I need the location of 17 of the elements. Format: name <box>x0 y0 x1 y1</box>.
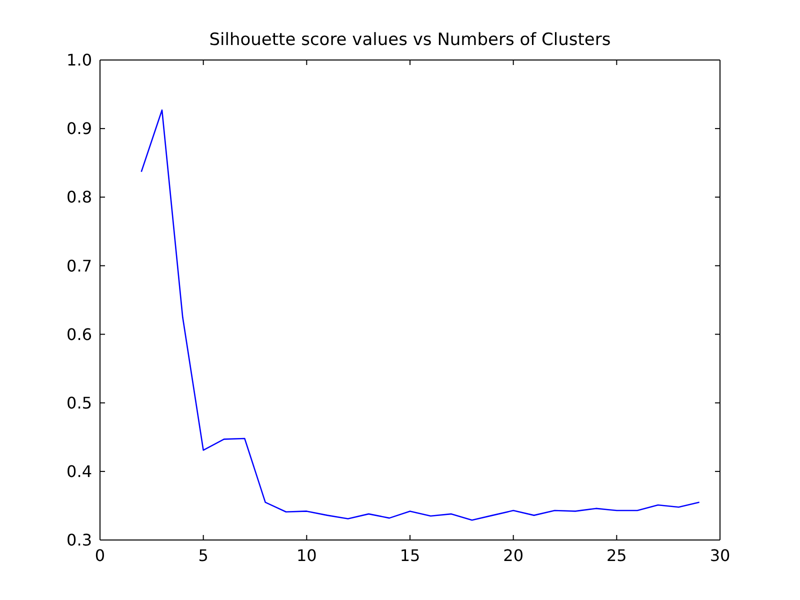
y-tick-label: 0.9 <box>66 119 92 138</box>
x-tick-label: 20 <box>503 546 524 565</box>
y-tick-label: 0.4 <box>66 462 92 482</box>
y-tick-label: 1.0 <box>66 50 92 70</box>
line-series <box>140 109 700 521</box>
chart-title: Silhouette score values vs Numbers of Clusters <box>208 30 612 50</box>
x-tick-label: 5 <box>198 546 208 565</box>
x-tick-label: 0 <box>94 546 106 565</box>
y-tick-label: 0.6 <box>66 324 92 344</box>
x-tick-label: 25 <box>606 546 627 565</box>
y-tick-label: 0.8 <box>66 188 92 207</box>
x-tick-label: 15 <box>400 546 420 565</box>
x-tick-label: 30 <box>710 546 730 565</box>
x-tick-label: 10 <box>296 546 317 565</box>
y-tick-label: 0.5 <box>66 393 92 412</box>
y-tick-label: 0.7 <box>66 256 92 276</box>
y-tick-label: 0.3 <box>66 530 92 550</box>
